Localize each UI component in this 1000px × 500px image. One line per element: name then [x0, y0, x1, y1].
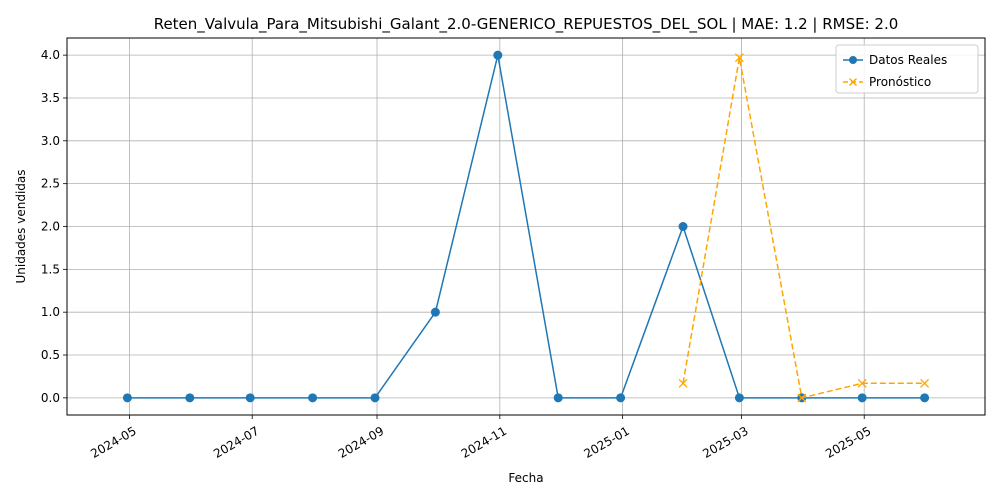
forecast-point-stroke	[920, 378, 930, 388]
y-tick-label: 1.5	[41, 262, 60, 276]
legend-actual-label: Datos Reales	[869, 53, 947, 67]
actual-point	[430, 307, 440, 317]
forecast-point	[797, 393, 807, 403]
x-tick-label: 2024-07	[211, 424, 261, 461]
actual-point	[370, 393, 380, 403]
y-tick-label: 0.5	[41, 348, 60, 362]
y-tick-label: 2.0	[41, 220, 60, 234]
x-axis-title: Fecha	[508, 471, 543, 485]
x-tick-label: 2025-03	[700, 424, 750, 461]
series-layer	[122, 50, 930, 403]
x-axis-ticks: 2024-05 2024-07 2024-09 2024-11 2025-01 2025-…	[88, 415, 874, 461]
series-forecast	[678, 53, 930, 403]
forecast-point-stroke	[857, 378, 867, 388]
actual-point	[245, 393, 255, 403]
forecast-point-stroke	[734, 53, 744, 63]
y-axis-title: Unidades vendidas	[14, 169, 28, 283]
legend: Datos Reales Pronóstico	[835, 44, 979, 94]
actual-point	[185, 393, 195, 403]
actual-point	[920, 393, 930, 403]
y-axis-ticks: 0.0 0.5 1.0 1.5 2.0 2.5 3.0 3.5 4.0	[41, 48, 67, 405]
legend-box	[835, 44, 979, 94]
series-actual	[122, 50, 930, 403]
actual-point	[122, 393, 132, 403]
forecast-point	[857, 378, 867, 388]
legend-actual-marker	[849, 56, 857, 64]
legend-forecast-marker	[849, 78, 857, 86]
x-tick-label: 2024-09	[336, 424, 386, 461]
y-tick-label: 4.0	[41, 48, 60, 62]
forecast-point	[734, 53, 744, 63]
forecast-point-stroke	[678, 378, 688, 388]
y-tick-label: 3.5	[41, 91, 60, 105]
x-tick-label: 2025-05	[823, 424, 873, 461]
forecast-line	[682, 57, 925, 399]
actual-point	[734, 393, 744, 403]
actual-point	[553, 393, 563, 403]
forecast-point-stroke	[797, 393, 807, 403]
forecast-point	[920, 378, 930, 388]
x-tick-label: 2024-05	[88, 424, 138, 461]
actual-line	[127, 54, 925, 399]
actual-point	[493, 50, 503, 60]
grid	[67, 38, 985, 415]
actual-point	[857, 393, 867, 403]
legend-forecast-label: Pronóstico	[869, 75, 931, 89]
x-tick-label: 2024-11	[459, 424, 509, 461]
forecast-point	[678, 378, 688, 388]
x-tick-label: 2025-01	[582, 424, 632, 461]
actual-point	[616, 393, 626, 403]
y-tick-label: 0.0	[41, 391, 60, 405]
y-tick-label: 2.5	[41, 177, 60, 191]
y-tick-label: 3.0	[41, 134, 60, 148]
chart-title: Reten_Valvula_Para_Mitsubishi_Galant_2.0…	[154, 15, 899, 34]
y-tick-label: 1.0	[41, 305, 60, 319]
actual-point	[308, 393, 318, 403]
actual-point	[678, 222, 688, 231]
